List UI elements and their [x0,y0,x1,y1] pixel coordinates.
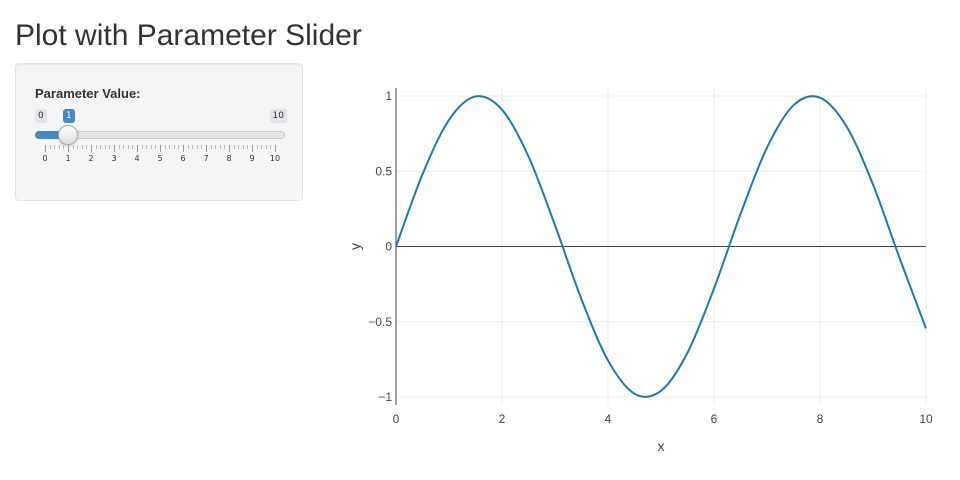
slider-minor-tick [178,145,180,149]
parameter-label: Parameter Value: [35,86,141,101]
slider-minor-tick [81,145,83,149]
slider-minor-tick [201,145,203,149]
slider-major-tick [229,145,230,152]
slider-major-tick [275,145,276,152]
slider-minor-tick [86,145,88,149]
slider-minor-tick [95,145,97,149]
slider-tick-label: 10 [269,154,281,163]
slider-tick-label: 1 [65,154,71,163]
slider-major-tick [160,145,161,152]
slider-tick-label: 4 [134,154,140,163]
slider-minor-tick [219,145,221,149]
x-tick-label: 6 [711,412,718,426]
slider-tick-label: 6 [180,154,186,163]
y-axis-label: y [347,243,363,250]
x-tick-label: 0 [393,412,400,426]
slider-minor-tick [173,145,175,149]
slider-minor-tick [72,145,74,149]
slider-minor-tick [109,145,111,149]
slider-minor-tick [132,145,134,149]
slider-major-tick [206,145,207,152]
slider-major-tick [252,145,253,152]
slider-minor-tick [256,145,258,149]
slider-minor-tick [155,145,157,149]
x-axis-label: x [658,438,665,454]
slider-minor-tick [58,145,60,149]
slider-value-badge: 1 [63,109,75,123]
x-tick-label: 4 [605,412,612,426]
slider-minor-tick [192,145,194,149]
y-tick-label: 1 [385,89,392,103]
slider-minor-tick [265,145,267,149]
slider-tick-label: 5 [157,154,163,163]
slider-track-fill [35,131,68,139]
y-tick-label: −1 [378,390,392,404]
slider-minor-tick [164,145,166,149]
slider-max-badge: 10 [269,109,287,123]
slider-minor-tick [127,145,129,149]
slider-minor-tick [196,145,198,149]
slider-minor-tick [123,145,125,149]
slider-major-tick [68,145,69,152]
slider-minor-tick [104,145,106,149]
x-tick-label: 2 [499,412,506,426]
slider-tick-label: 2 [88,154,94,163]
slider-minor-tick [63,145,65,149]
x-tick-label: 10 [919,412,933,426]
page-title: Plot with Parameter Slider [15,19,362,52]
slider-minor-tick [118,145,120,149]
slider-minor-tick [49,145,51,149]
slider-minor-tick [100,145,102,149]
slider-minor-tick [150,145,152,149]
slider-minor-tick [187,145,189,149]
slider-major-tick [91,145,92,152]
series-line [395,95,927,398]
slider-min-badge: 0 [35,109,47,123]
slider-minor-tick [270,145,272,149]
slider-tick-label: 8 [226,154,232,163]
slider-tick-label: 7 [203,154,209,163]
slider-minor-tick [238,145,240,149]
plot-area[interactable]: 0 2 4 6 8 10 −1 −0.5 0 0.5 1 x y [340,80,940,470]
parameter-slider[interactable]: 0 1 10 0 1 2 3 4 5 6 7 8 9 10 [35,109,287,169]
slider-major-tick [137,145,138,152]
slider-grid: 0 1 2 3 4 5 6 7 8 9 10 [35,145,285,165]
slider-tick-label: 0 [42,154,48,163]
slider-tick-label: 9 [249,154,255,163]
sidebar-panel: Parameter Value: 0 1 10 0 1 2 3 4 5 6 7 8 9 10 [15,63,303,201]
slider-major-tick [45,145,46,152]
slider-minor-tick [141,145,143,149]
slider-minor-tick [261,145,263,149]
slider-minor-tick [215,145,217,149]
slider-minor-tick [224,145,226,149]
slider-minor-tick [146,145,148,149]
slider-minor-tick [210,145,212,149]
slider-minor-tick [54,145,56,149]
line-chart[interactable]: 0 2 4 6 8 10 −1 −0.5 0 0.5 1 x y [340,80,940,470]
y-tick-label: 0.5 [375,164,392,178]
slider-minor-tick [242,145,244,149]
slider-major-tick [183,145,184,152]
x-tick-label: 8 [817,412,824,426]
slider-minor-tick [169,145,171,149]
slider-minor-tick [77,145,79,149]
y-tick-label: −0.5 [368,315,392,329]
slider-handle[interactable] [58,125,78,145]
slider-major-tick [114,145,115,152]
slider-tick-label: 3 [111,154,117,163]
y-tick-label: 0 [385,240,392,254]
slider-minor-tick [247,145,249,149]
slider-minor-tick [233,145,235,149]
